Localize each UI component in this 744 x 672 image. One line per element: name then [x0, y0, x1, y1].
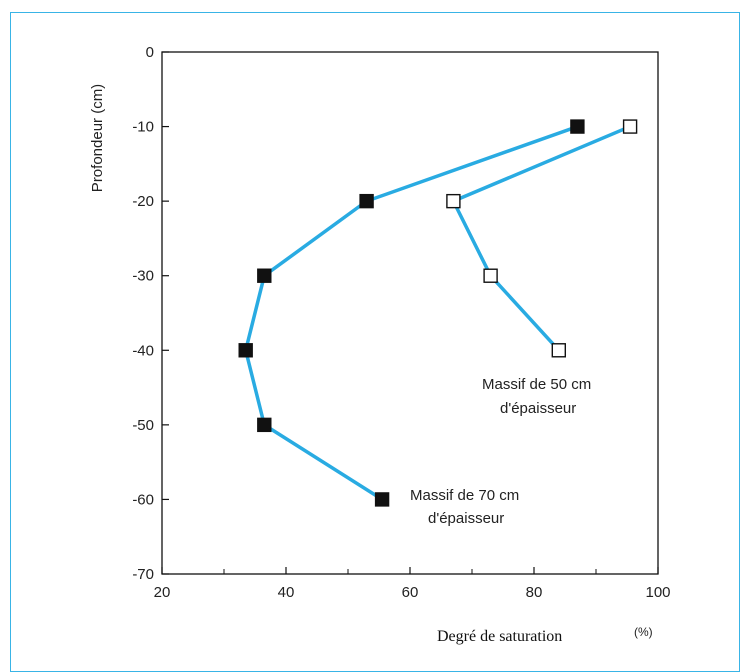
series-50-label-line2: d'épaisseur: [500, 400, 576, 417]
y-axis-label: Profondeur (cm): [89, 84, 106, 192]
y-tick-label: -60: [132, 491, 154, 508]
data-point-marker: [374, 492, 390, 507]
data-point-marker: [257, 417, 272, 433]
x-tick-label: 20: [154, 584, 171, 601]
data-point-marker: [570, 119, 585, 134]
y-tick-label: -50: [132, 417, 154, 434]
data-point-marker: [446, 193, 461, 209]
series-70-label-line2: d'épaisseur: [428, 510, 504, 527]
y-tick-label: -10: [132, 119, 154, 136]
x-tick-label: 80: [526, 584, 543, 601]
data-point-marker: [622, 119, 638, 134]
series-markers: [238, 119, 638, 507]
data-point-marker: [257, 268, 272, 283]
x-axis-label: Degré de saturation: [437, 628, 562, 645]
x-tick-label: 100: [645, 584, 670, 601]
series-line-0: [243, 124, 580, 502]
y-tick-label: -20: [132, 193, 154, 210]
data-point-marker: [483, 268, 498, 283]
data-point-marker: [238, 343, 253, 358]
x-axis-unit: (%): [634, 625, 653, 639]
y-tick-label: -70: [132, 566, 154, 583]
y-tick-label: -40: [132, 342, 154, 359]
series-line-1: [451, 124, 632, 353]
chart-frame: [10, 12, 740, 672]
series-50-label-line1: Massif de 50 cm: [482, 376, 591, 393]
series-lines: [243, 124, 632, 502]
series-70-label-line1: Massif de 70 cm: [410, 487, 519, 504]
data-point-marker: [359, 193, 374, 209]
y-tick-label: -30: [132, 268, 154, 285]
data-point-marker: [551, 343, 566, 358]
x-tick-label: 60: [402, 584, 419, 601]
y-tick-label: 0: [146, 44, 154, 61]
x-tick-label: 40: [278, 584, 295, 601]
